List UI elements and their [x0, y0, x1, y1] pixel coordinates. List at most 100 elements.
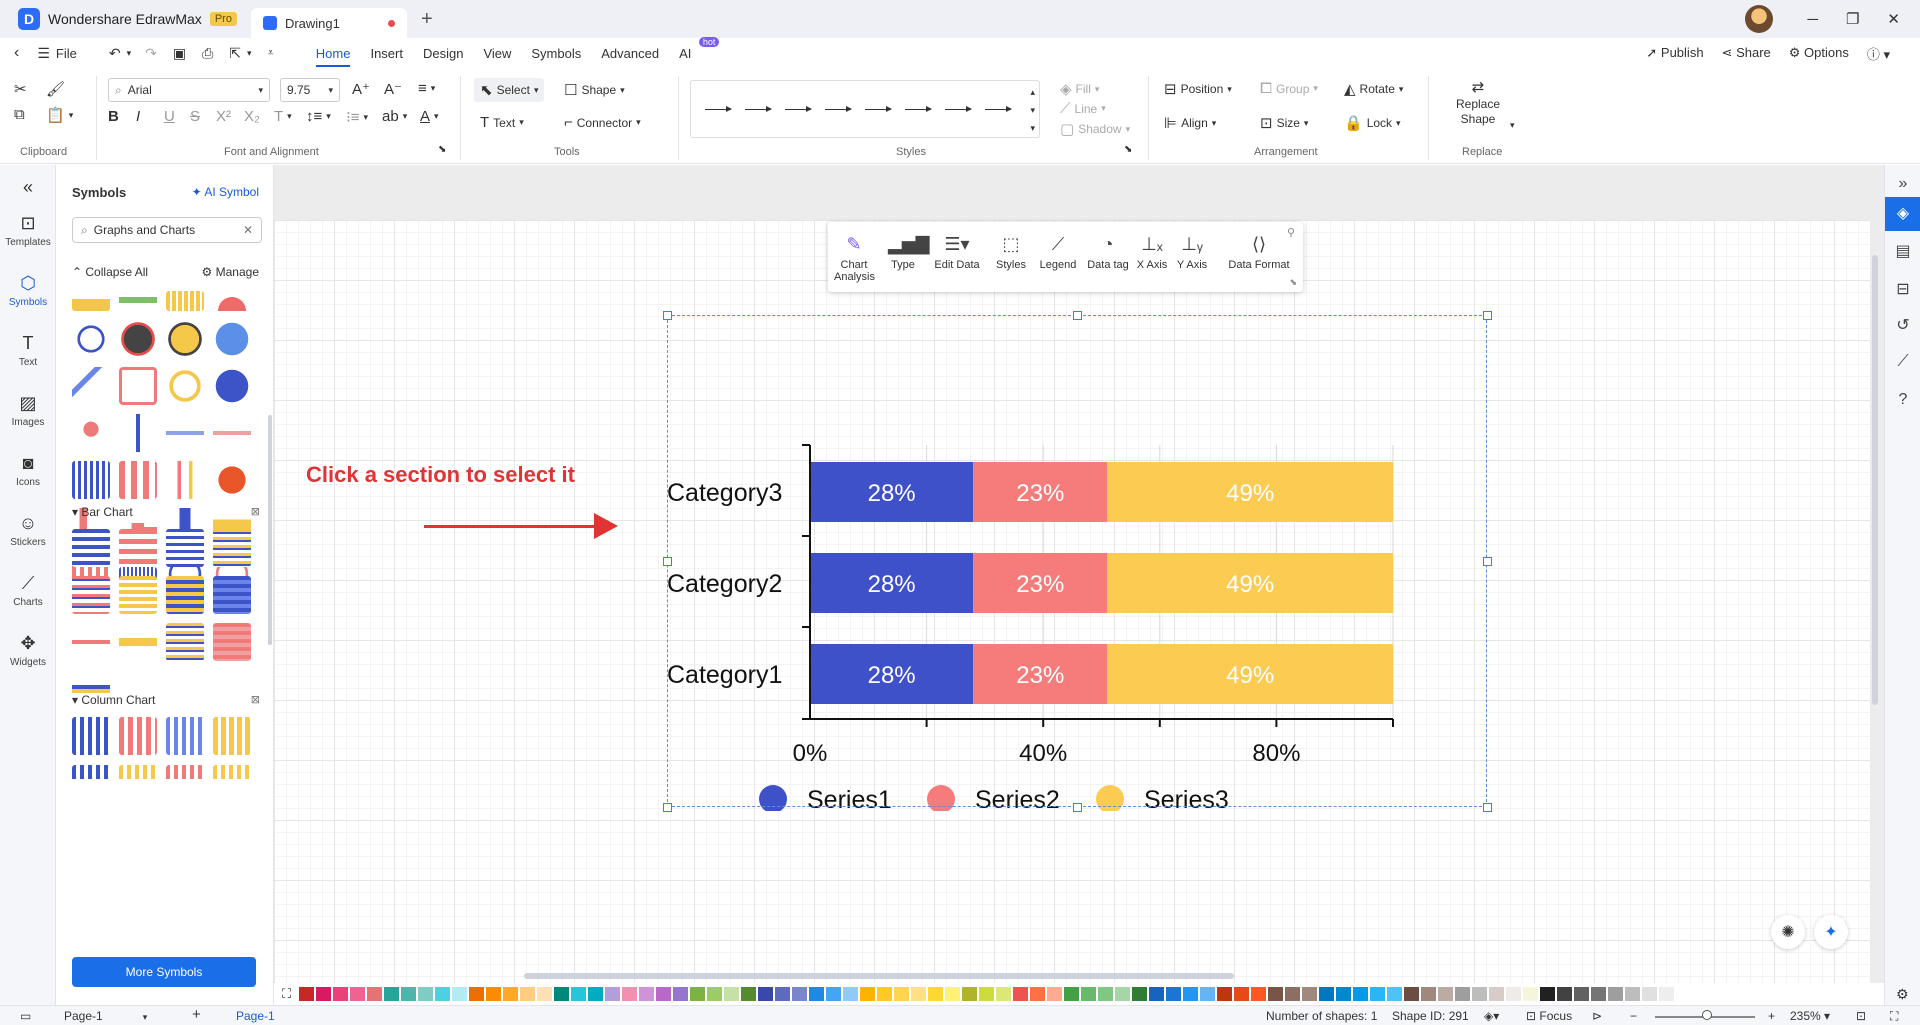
page-layout-icon[interactable]: ▭ [20, 1009, 32, 1023]
color-swatch[interactable] [588, 987, 604, 1001]
x-axis-button[interactable]: ⊥ₓ X Axis [1134, 234, 1170, 271]
bold-icon[interactable]: B [108, 108, 119, 125]
color-swatch[interactable] [469, 987, 485, 1001]
color-swatch[interactable] [1013, 987, 1029, 1001]
symbol-thumbnail[interactable] [166, 529, 204, 567]
symbol-thumbnail[interactable] [213, 765, 251, 779]
symbol-thumbnail[interactable] [119, 576, 157, 614]
symbol-thumbnail[interactable] [72, 576, 110, 614]
undo-icon[interactable]: ↶ [108, 44, 121, 61]
file-menu[interactable]: File [55, 45, 77, 61]
fit-page-icon[interactable]: ⊡ [1856, 1009, 1867, 1023]
strikethrough-icon[interactable]: S [190, 108, 201, 125]
symbol-thumbnail[interactable] [166, 367, 204, 405]
color-swatch[interactable] [894, 987, 910, 1001]
arrow-style-6[interactable] [905, 106, 932, 112]
symbol-thumbnail[interactable] [72, 414, 110, 452]
rail-item-widgets[interactable]: ✥ Widgets [0, 633, 56, 668]
rail-item-templates[interactable]: ⊡ Templates [0, 213, 56, 248]
color-swatch[interactable] [877, 987, 893, 1001]
avatar[interactable] [1745, 5, 1774, 33]
color-swatch[interactable] [724, 987, 740, 1001]
publish-button[interactable]: ➚ Publish [1646, 45, 1703, 61]
color-swatch[interactable] [673, 987, 689, 1001]
color-swatch[interactable] [1523, 987, 1539, 1001]
panel-scrollbar[interactable] [268, 415, 272, 645]
color-swatch[interactable] [1098, 987, 1114, 1001]
rail-item-charts[interactable]: ⟋ Charts [0, 573, 56, 608]
bar-segment-series3[interactable] [1107, 462, 1393, 522]
symbol-thumbnail[interactable] [166, 414, 204, 452]
color-swatch[interactable] [299, 987, 315, 1001]
tab-design[interactable]: Design [422, 45, 464, 61]
tab-advanced[interactable]: Advanced [601, 45, 660, 61]
gallery-scroll-icon[interactable]: ▴ ▾ ▾ [1030, 87, 1035, 133]
color-swatch[interactable] [1557, 987, 1573, 1001]
manage-button[interactable]: ⚙ Manage [202, 265, 259, 279]
color-swatch[interactable] [503, 987, 519, 1001]
bullets-icon[interactable]: ⁝≡ ▾ [346, 109, 369, 126]
format-painter-icon[interactable]: 🖌 [46, 81, 66, 98]
color-swatch[interactable] [792, 987, 808, 1001]
legend-button[interactable]: ⟋ Legend [1038, 234, 1078, 271]
ai-symbol-button[interactable]: ✦ AI Symbol [192, 185, 259, 199]
bar-segment-series2[interactable] [973, 462, 1108, 522]
shadow-button[interactable]: ▢ Shadow ▾ [1060, 121, 1131, 138]
group-button[interactable]: ⧠ Group ▾ [1260, 80, 1318, 97]
position-button[interactable]: ⊟ Position ▾ [1164, 81, 1232, 98]
color-swatch[interactable] [826, 987, 842, 1001]
symbol-thumbnail[interactable] [119, 414, 157, 452]
arrow-style-2[interactable] [745, 106, 772, 112]
bar-segment-series2[interactable] [973, 644, 1108, 704]
symbol-thumbnail[interactable] [119, 367, 157, 405]
page-tab-1[interactable]: Page-1 [236, 1009, 275, 1023]
symbol-thumbnail[interactable] [119, 291, 157, 311]
symbol-thumbnail[interactable] [166, 765, 204, 779]
text-case-icon[interactable]: T ▾ [274, 108, 292, 125]
resize-handle[interactable] [1073, 803, 1082, 812]
chart-analysis-button[interactable]: ✎ Chart Analysis [834, 234, 875, 283]
symbol-thumbnail[interactable] [119, 623, 157, 661]
export-dropdown-icon[interactable]: ▾ [247, 47, 252, 58]
arrow-style-5[interactable] [865, 106, 892, 112]
color-swatch[interactable] [1183, 987, 1199, 1001]
bar-segment-series1[interactable] [810, 553, 974, 613]
section-column-chart[interactable]: ▾ Column Chart ⊠ [72, 693, 262, 707]
color-swatch[interactable] [520, 987, 536, 1001]
arrow-style-4[interactable] [825, 106, 852, 112]
page-panel-icon[interactable]: ▤ [1895, 243, 1911, 260]
color-swatch[interactable] [1319, 987, 1335, 1001]
color-swatch[interactable] [571, 987, 587, 1001]
color-swatch[interactable] [843, 987, 859, 1001]
app-tab[interactable]: D Wondershare EdrawMax Pro [0, 0, 251, 38]
text-highlight-icon[interactable]: ab ▾ [382, 108, 408, 125]
canvas-vertical-scrollbar[interactable] [1872, 255, 1878, 705]
symbol-thumbnail[interactable] [72, 320, 110, 358]
resize-handle[interactable] [1483, 557, 1492, 566]
color-swatch[interactable] [1234, 987, 1250, 1001]
color-swatch[interactable] [656, 987, 672, 1001]
color-swatch[interactable] [979, 987, 995, 1001]
bar-segment-series2[interactable] [973, 553, 1108, 613]
quick-access-icon[interactable]: ⩡ [267, 46, 274, 59]
chart-type-button[interactable]: ▂▅▇ Type [888, 234, 930, 271]
font-size-select[interactable]: 9.75 ▾ [280, 78, 340, 102]
color-swatch[interactable] [741, 987, 757, 1001]
color-swatch[interactable] [1472, 987, 1488, 1001]
symbol-thumbnail[interactable] [213, 461, 251, 499]
color-swatch[interactable] [1421, 987, 1437, 1001]
color-swatch[interactable] [1030, 987, 1046, 1001]
tab-home[interactable]: Home [315, 46, 351, 67]
color-swatch[interactable] [809, 987, 825, 1001]
color-swatch[interactable] [401, 987, 417, 1001]
color-swatch[interactable] [1132, 987, 1148, 1001]
symbol-thumbnail[interactable] [72, 623, 110, 661]
bar-segment-series1[interactable] [810, 644, 974, 704]
color-swatch[interactable] [1251, 987, 1267, 1001]
tab-view[interactable]: View [483, 45, 512, 61]
help-circle-icon[interactable]: ? [1898, 391, 1908, 408]
line-spacing-icon[interactable]: ↕≡ ▾ [306, 108, 331, 125]
underline-icon[interactable]: U [164, 108, 175, 125]
color-swatch[interactable] [1404, 987, 1420, 1001]
share-button[interactable]: ⋖ Share [1722, 45, 1771, 61]
